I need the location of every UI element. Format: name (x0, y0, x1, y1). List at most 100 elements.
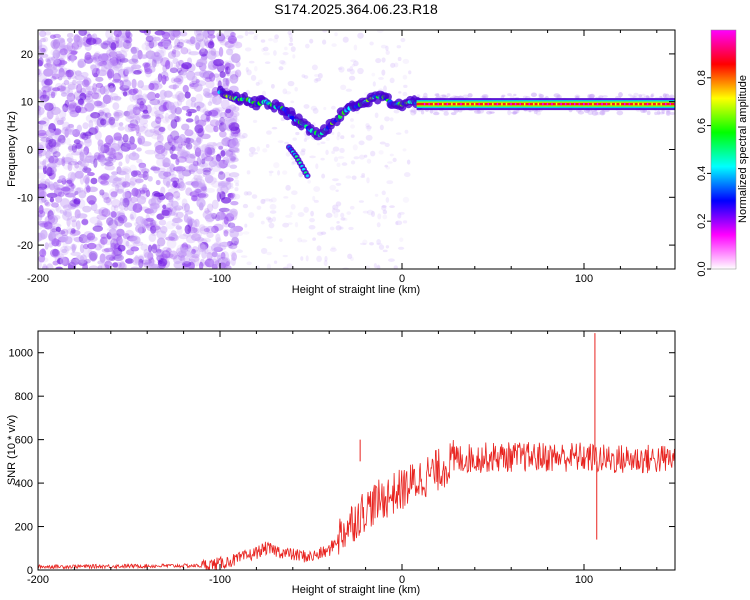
noise-blob (151, 219, 158, 230)
noise-blob (175, 90, 184, 101)
noise-blob (199, 157, 206, 168)
noise-blob (209, 212, 216, 217)
noise-blob (133, 70, 142, 75)
noise-blob (186, 70, 196, 81)
noise-blob (376, 242, 383, 246)
noise-blob (190, 132, 197, 142)
noise-blob (166, 167, 173, 174)
noise-blob (522, 95, 528, 99)
noise-blob (84, 51, 92, 61)
noise-blob (397, 246, 405, 250)
noise-blob (106, 37, 114, 44)
noise-blob (204, 146, 213, 157)
noise-blob (246, 191, 253, 196)
noise-blob (402, 196, 410, 203)
noise-blob (100, 236, 108, 245)
noise-blob (199, 149, 205, 159)
tone-band-speckle (455, 102, 458, 106)
noise-blob (229, 164, 238, 169)
noise-blob (145, 189, 151, 198)
noise-blob (403, 84, 408, 88)
tone-band-speckle (501, 102, 503, 106)
noise-blob (99, 189, 105, 196)
noise-blob (177, 143, 183, 149)
noise-blob (323, 259, 328, 267)
noise-blob (100, 63, 112, 70)
noise-blob (206, 251, 213, 261)
noise-blob (171, 49, 181, 58)
noise-blob (165, 236, 176, 241)
noise-blob (224, 171, 231, 180)
noise-blob (118, 261, 123, 268)
noise-blob (151, 243, 158, 254)
noise-blob (229, 73, 239, 84)
noise-blob (250, 74, 257, 81)
tone-band-speckle (542, 102, 544, 106)
noise-blob (633, 92, 639, 97)
noise-blob (38, 48, 44, 58)
noise-blob (215, 160, 227, 169)
noise-blob (316, 142, 321, 146)
noise-blob (481, 95, 486, 99)
noise-blob (75, 149, 82, 156)
noise-blob (186, 39, 195, 45)
noise-blob (245, 66, 249, 73)
noise-blob (102, 252, 113, 262)
noise-blob (157, 171, 164, 177)
noise-blob (297, 212, 305, 217)
noise-blob (381, 57, 386, 63)
noise-blob (229, 139, 240, 149)
noise-blob (284, 46, 288, 51)
noise-blob (217, 33, 226, 42)
noise-blob (282, 170, 288, 175)
noise-blob (199, 244, 208, 252)
noise-blob (190, 101, 197, 108)
noise-blob (135, 124, 140, 134)
noise-blob (366, 177, 370, 184)
noise-blob (229, 222, 235, 229)
noise-blob (325, 212, 333, 218)
noise-blob (87, 172, 95, 177)
noise-blob (216, 191, 221, 202)
tone-band-speckle (464, 102, 467, 106)
noise-blob (194, 115, 200, 125)
noise-blob (45, 129, 56, 137)
noise-blob (443, 111, 449, 116)
noise-blob (136, 195, 147, 205)
noise-blob (92, 82, 97, 93)
noise-blob (170, 118, 178, 129)
noise-blob (171, 253, 180, 260)
noise-blob (591, 110, 599, 116)
noise-blob (535, 111, 541, 116)
noise-blob (62, 121, 71, 132)
noise-blob (376, 264, 381, 269)
noise-blob (68, 123, 74, 128)
noise-blob (110, 242, 117, 250)
noise-blob (201, 158, 206, 165)
noise-blob (46, 166, 53, 177)
spectrogram-y-tick-label: -10 (17, 192, 33, 204)
noise-blob (227, 104, 232, 110)
noise-blob (38, 183, 48, 190)
noise-blob (195, 119, 207, 127)
noise-blob (204, 170, 216, 176)
noise-blob (375, 57, 382, 64)
noise-blob (175, 61, 180, 69)
noise-blob (151, 97, 157, 106)
noise-blob (219, 130, 227, 138)
noise-blob (52, 87, 61, 92)
noise-blob (175, 165, 185, 171)
noise-blob (191, 248, 196, 255)
noise-blob (38, 120, 47, 125)
noise-blob (115, 228, 125, 237)
noise-blob (261, 199, 265, 204)
noise-blob (266, 236, 273, 239)
noise-blob (227, 118, 234, 125)
noise-blob (132, 203, 143, 213)
noise-blob (192, 166, 198, 177)
noise-blob (229, 227, 235, 234)
noise-blob (111, 171, 119, 176)
noise-blob (650, 94, 654, 98)
noise-blob (150, 227, 159, 237)
